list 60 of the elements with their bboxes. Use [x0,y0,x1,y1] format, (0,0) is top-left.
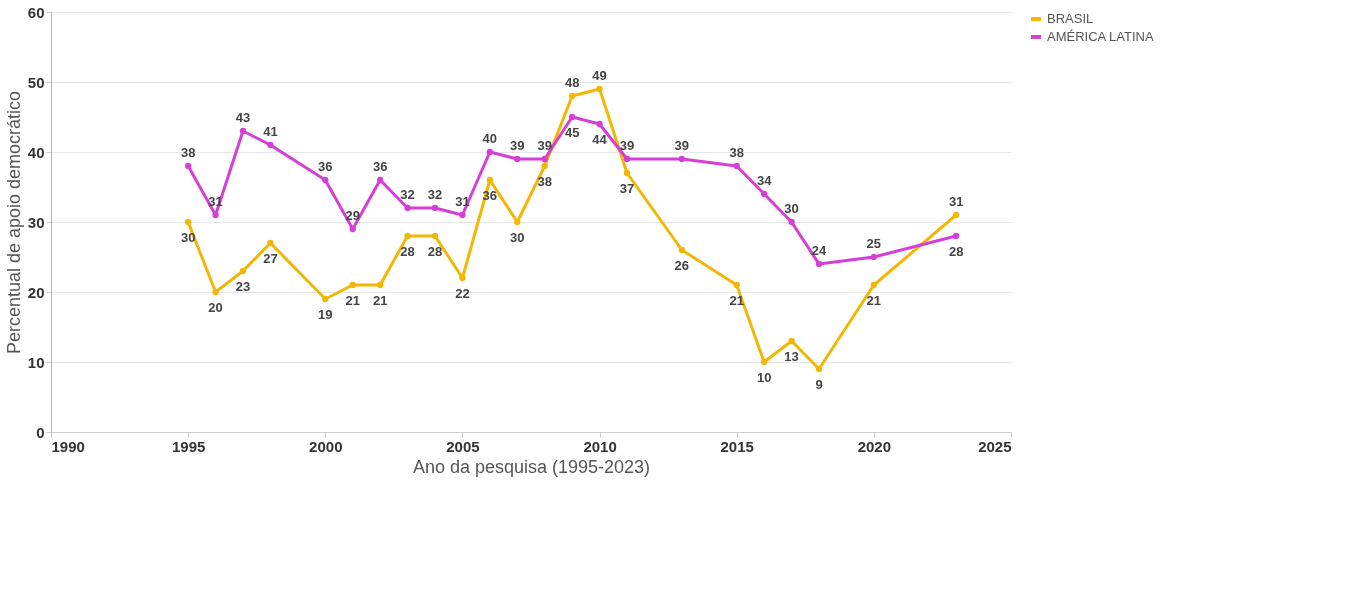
data-label: 39 [674,138,690,153]
data-label: 39 [510,138,525,153]
data-label: 34 [756,173,773,188]
y-tick-label: 30 [27,213,45,231]
data-label: 38 [537,174,552,189]
y-tick-label: 50 [27,73,45,91]
data-label: 27 [263,251,278,266]
data-label: 22 [455,286,470,301]
data-label: 31 [948,194,964,209]
y-tick-label: 0 [36,423,45,441]
data-label: 10 [756,370,772,385]
data-label: 29 [345,208,360,223]
legend-label: AMÉRICA LATINA [1047,29,1154,44]
x-tick-label: 2010 [583,437,617,455]
data-label: 36 [318,159,333,174]
data-label: 28 [427,244,443,259]
data-label: 23 [235,279,251,294]
data-label: 38 [729,145,744,160]
data-label: 36 [372,159,388,174]
data-label: 24 [811,243,827,258]
data-label: 20 [208,300,223,315]
y-tick-label: 60 [27,3,45,21]
x-tick-label: 2000 [309,437,343,455]
data-label: 21 [345,293,360,308]
x-tick-label: 2025 [978,437,1012,455]
data-label: 49 [592,68,607,83]
y-tick-label: 20 [27,283,45,301]
data-label: 45 [564,125,580,140]
data-label: 32 [427,187,443,202]
data-label: 30 [784,201,799,216]
data-label: 25 [866,236,882,251]
data-label: 19 [318,307,333,322]
x-tick-label: 1995 [171,437,206,455]
data-label: 28 [948,244,964,259]
data-label: 26 [674,258,690,273]
x-tick-label: 2020 [857,437,892,455]
data-label: 39 [619,138,635,153]
data-label: 32 [400,187,415,202]
legend-label: BRASIL [1047,11,1094,26]
y-tick-label: 10 [27,353,45,371]
x-tick-label: 1990 [51,437,85,455]
data-label: 38 [180,145,196,160]
data-label: 28 [400,244,415,259]
data-label: 30 [510,230,525,245]
data-label: 39 [537,138,552,153]
data-label: 13 [784,349,799,364]
x-axis-title: Ano da pesquisa (1995-2023) [412,456,651,477]
y-axis-title: Percentual de apoio democrático [3,90,24,355]
data-label: 41 [263,124,278,139]
x-tick-label: 2005 [446,437,480,455]
data-label: 37 [619,181,635,196]
data-label: 48 [564,75,580,90]
data-label: 43 [235,110,251,125]
x-tick-label: 2015 [720,437,754,455]
data-label: 44 [592,132,608,147]
data-label: 9 [815,377,823,392]
data-label: 21 [372,293,388,308]
data-label: 40 [482,131,498,146]
y-tick-label: 40 [27,143,45,161]
data-label: 21 [866,293,882,308]
